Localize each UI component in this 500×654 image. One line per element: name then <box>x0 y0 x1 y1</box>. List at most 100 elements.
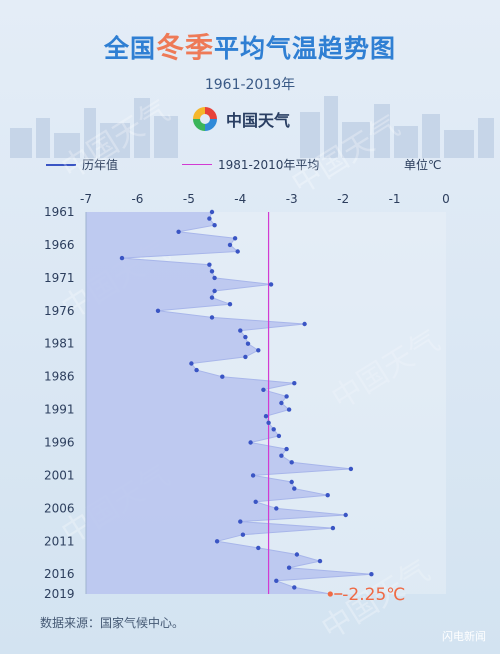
y-tick-label: 1966 <box>44 238 75 252</box>
x-tick-label: -2 <box>337 192 349 206</box>
y-tick-label: 1986 <box>44 370 75 384</box>
legend-mean-swatch <box>182 164 212 165</box>
data-point <box>194 367 199 373</box>
data-point <box>214 539 220 544</box>
title-suffix: 平均气温趋势图 <box>214 34 397 63</box>
data-point <box>286 407 292 412</box>
data-source: 数据来源：国家气候中心。 <box>40 616 185 630</box>
x-tick-label: -7 <box>80 192 92 206</box>
data-point <box>209 295 215 300</box>
data-point <box>240 532 246 537</box>
annotation-label: -2.25℃ <box>342 585 405 605</box>
data-point <box>155 308 161 313</box>
data-point <box>212 288 217 294</box>
unit-label: 单位℃ <box>404 158 442 172</box>
data-point <box>212 275 217 281</box>
data-point <box>245 341 251 346</box>
data-point <box>268 282 274 287</box>
chart-subtitle: 1961-2019年 <box>204 77 296 93</box>
data-point <box>325 493 330 498</box>
legend: 历年值 1981-2010年平均 单位℃ <box>0 156 500 176</box>
y-tick-label: 1981 <box>44 337 75 351</box>
data-point <box>292 486 297 491</box>
data-point <box>176 229 181 234</box>
legend-unit: 单位℃ <box>404 156 441 173</box>
data-point <box>256 545 261 551</box>
data-point <box>256 348 261 353</box>
data-point <box>279 400 284 406</box>
data-point <box>209 315 215 320</box>
data-point <box>235 249 240 254</box>
data-point <box>263 414 269 419</box>
data-point <box>330 525 336 531</box>
y-tick-label: 1971 <box>44 271 75 285</box>
data-point <box>274 506 279 511</box>
data-point <box>289 460 294 465</box>
data-point <box>248 440 253 445</box>
y-tick-label: 1961 <box>44 205 75 219</box>
legend-mean-label: 1981-2010年平均 <box>218 158 320 172</box>
data-point <box>292 585 297 590</box>
data-point <box>348 466 354 472</box>
title-highlight: 冬季 <box>155 31 214 64</box>
data-point <box>271 427 276 432</box>
brand-logo: 中国天气 <box>190 104 290 134</box>
data-point <box>220 374 225 379</box>
watermark-text: 中国天气 <box>56 94 176 187</box>
data-point <box>207 216 212 221</box>
x-tick-label: -5 <box>183 192 195 206</box>
y-tick-label: 2001 <box>44 468 75 482</box>
data-point <box>289 479 294 485</box>
y-tick-label: 1996 <box>44 436 75 450</box>
series-area <box>86 212 372 594</box>
brand-mark: 闪电新闻 <box>442 630 486 643</box>
data-point <box>207 262 212 267</box>
logo-text: 中国天气 <box>226 111 291 130</box>
data-point <box>286 565 292 570</box>
data-point <box>209 209 215 215</box>
data-point <box>212 223 217 228</box>
y-tick-label: 2019 <box>44 587 75 601</box>
data-point <box>189 361 194 366</box>
data-point <box>327 591 333 597</box>
data-point <box>250 473 256 478</box>
data-point <box>261 387 266 392</box>
data-point <box>302 321 307 327</box>
data-point <box>284 446 289 452</box>
y-tick-label: 1976 <box>44 304 75 318</box>
legend-series-swatch <box>46 163 76 166</box>
x-tick-label: -1 <box>389 192 401 206</box>
data-point <box>227 242 233 248</box>
x-tick-label: -6 <box>131 192 143 206</box>
data-point <box>238 519 243 524</box>
title-prefix: 全国 <box>103 34 156 63</box>
legend-series-label: 历年值 <box>82 158 119 172</box>
data-point <box>243 354 248 360</box>
data-point <box>279 453 284 458</box>
data-point <box>266 420 271 425</box>
chart-title: 全国冬季平均气温趋势图 <box>0 26 500 66</box>
legend-series: 历年值 <box>46 156 118 173</box>
data-point <box>209 269 215 274</box>
x-tick-label: -4 <box>234 192 246 206</box>
skyline-decoration <box>10 96 494 158</box>
data-point <box>253 499 258 504</box>
data-point <box>317 558 323 564</box>
data-point <box>232 236 238 241</box>
watermark-text: 中国天气 <box>286 109 406 202</box>
data-point <box>274 578 279 583</box>
y-tick-label: 2016 <box>44 567 75 581</box>
data-point <box>243 334 248 340</box>
x-tick-label: 0 <box>442 192 450 206</box>
data-point <box>227 302 233 307</box>
y-tick-label: 1991 <box>44 403 75 417</box>
data-point <box>284 394 289 399</box>
data-point <box>276 433 282 439</box>
x-tick-label: -3 <box>286 192 298 206</box>
y-tick-label: 2011 <box>44 534 75 548</box>
y-tick-label: 2006 <box>44 501 75 515</box>
data-point <box>238 328 243 333</box>
data-point <box>292 381 297 386</box>
data-point <box>119 255 125 261</box>
